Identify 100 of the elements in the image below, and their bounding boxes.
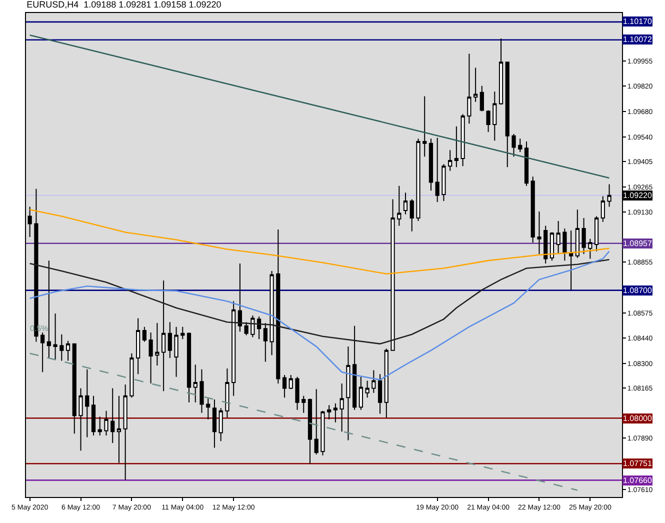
candlestick <box>594 216 599 252</box>
candlestick <box>582 218 586 254</box>
ref-line-label: 1.08957 <box>623 239 652 248</box>
candlestick <box>365 380 370 398</box>
candlestick <box>575 209 580 258</box>
candlestick <box>435 137 440 202</box>
candlestick <box>193 364 198 403</box>
candlestick <box>206 398 210 420</box>
candlestick <box>270 270 274 356</box>
candlestick <box>530 176 535 244</box>
candlestick <box>72 343 76 434</box>
candlestick <box>256 316 262 340</box>
candlestick <box>263 322 268 362</box>
candlestick <box>340 382 344 432</box>
candlestick <box>352 325 357 410</box>
candlestick <box>288 374 293 390</box>
candlestick <box>588 238 592 260</box>
candlestick <box>460 114 465 167</box>
candlestick <box>244 322 248 336</box>
candlestick <box>378 374 382 414</box>
candlestick <box>327 404 332 420</box>
candlestick <box>130 352 134 398</box>
candlestick <box>148 332 153 384</box>
candlestick <box>518 138 522 152</box>
candlestick <box>116 395 122 464</box>
candlestick <box>225 368 230 418</box>
ref-line-label: 1.09220 <box>623 191 652 200</box>
candlestick <box>512 134 516 158</box>
candlestick <box>600 196 605 222</box>
candlestick <box>498 38 504 106</box>
candlestick <box>180 326 185 340</box>
candlestick <box>218 408 223 442</box>
candlestick <box>562 228 567 262</box>
candlestick <box>314 388 318 455</box>
candlestick <box>276 229 280 384</box>
candlestick <box>155 322 160 366</box>
candlestick <box>282 374 287 398</box>
candlestick <box>238 262 242 332</box>
chart-title: EURUSD,H4 1.09188 1.09281 1.09158 1.09220 <box>26 0 222 10</box>
candlestick <box>85 368 90 438</box>
line-series <box>29 208 610 275</box>
candlestick <box>110 388 115 444</box>
candlestick <box>544 225 548 264</box>
candlestick <box>212 399 217 448</box>
candlestick <box>467 53 472 124</box>
candlestick <box>161 280 166 392</box>
line-series <box>29 250 610 380</box>
candlestick <box>473 67 478 102</box>
candlestick <box>524 141 529 186</box>
candlestick <box>320 410 325 456</box>
candlestick <box>492 91 497 142</box>
candlestick <box>104 410 108 436</box>
candlestick <box>556 220 560 254</box>
candlestick <box>53 313 58 360</box>
candlestick <box>60 334 64 362</box>
candlestick <box>422 96 427 158</box>
candlestick <box>569 230 574 290</box>
candlestick <box>403 192 408 215</box>
candlestick <box>410 198 414 232</box>
candlestick <box>174 326 178 378</box>
ref-line-label: 1.10072 <box>623 35 652 44</box>
candlestick <box>333 402 338 423</box>
candlestick <box>346 346 350 441</box>
candlestick <box>358 376 363 410</box>
candlestick <box>416 138 420 222</box>
candlestick <box>28 206 32 238</box>
candlestick <box>302 395 306 414</box>
ref-line-label: 1.07660 <box>623 476 652 485</box>
candlestick <box>537 210 542 254</box>
candlestick <box>486 110 490 133</box>
candlestick <box>142 326 146 342</box>
candlestick <box>295 376 300 410</box>
candlestick <box>308 398 312 464</box>
candlestick <box>40 332 45 373</box>
candlestick <box>505 62 510 168</box>
candlestick <box>78 388 83 452</box>
candlestick <box>397 185 402 226</box>
candlestick <box>168 322 172 359</box>
line-series <box>29 259 610 344</box>
candlestick <box>607 184 612 208</box>
candlestick <box>91 395 96 436</box>
candlestick <box>186 332 192 403</box>
candlestick <box>480 85 484 112</box>
candlestick <box>384 348 388 418</box>
candlestick <box>200 368 204 414</box>
candlestick <box>390 198 395 351</box>
candlestick <box>550 232 554 262</box>
candlestick <box>46 260 51 359</box>
candlestick <box>98 416 102 436</box>
candlestick <box>442 164 446 202</box>
candlestick <box>428 138 434 192</box>
candlestick <box>250 315 255 338</box>
candlestick <box>232 300 236 396</box>
candlestick <box>136 318 140 375</box>
ref-line-label: 1.10170 <box>623 17 652 26</box>
ref-line-label: 1.08000 <box>623 414 652 423</box>
candlestick <box>123 384 128 480</box>
candlestick <box>372 370 376 394</box>
candlestick <box>66 340 70 362</box>
ref-line-label: 1.08700 <box>623 286 652 295</box>
